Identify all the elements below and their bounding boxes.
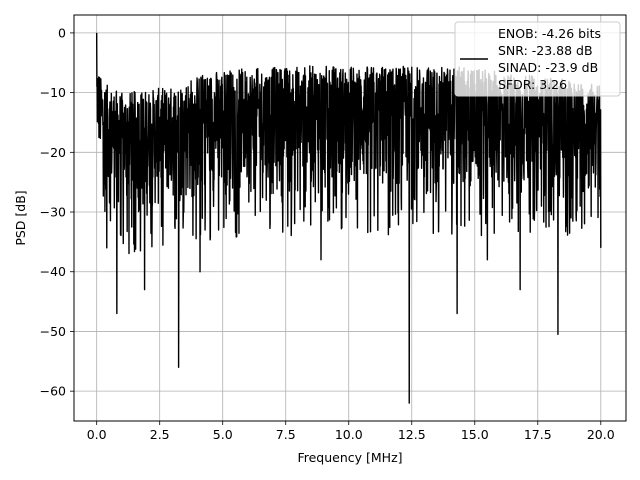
y-tick-label: −40 (40, 264, 66, 279)
plot-frame (73, 14, 627, 422)
x-axis-ticks: 0.0 2.5 5.0 7.5 10.0 12.5 15.0 17.5 20.0 (87, 421, 615, 442)
y-tick-label: −10 (40, 85, 66, 100)
legend-box (454, 21, 621, 97)
y-axis-ticks: 0 −10 −20 −30 −40 −50 −60 (40, 25, 74, 399)
legend-entry-snr: SNR: -23.88 dB (498, 43, 593, 58)
x-tick-label: 0.0 (87, 427, 107, 442)
y-tick-label: −50 (40, 324, 66, 339)
x-tick-label: 2.5 (150, 427, 170, 442)
x-tick-label: 12.5 (398, 427, 426, 442)
x-tick-label: 15.0 (461, 427, 489, 442)
y-tick-label: −30 (40, 205, 66, 220)
psd-series-line (95, 32, 602, 404)
legend-entry-enob: ENOB: -4.26 bits (498, 26, 601, 41)
x-tick-label: 10.0 (335, 427, 363, 442)
y-tick-label: −60 (40, 384, 66, 399)
y-tick-label: −20 (40, 145, 66, 160)
x-tick-label: 17.5 (524, 427, 552, 442)
x-tick-label: 20.0 (587, 427, 615, 442)
x-tick-label: 5.0 (213, 427, 233, 442)
legend-entry-sfdr: SFDR: 3.26 (498, 77, 567, 92)
x-axis-label: Frequency [MHz] (297, 450, 402, 465)
y-tick-label: 0 (58, 25, 66, 40)
legend-entry-sinad: SINAD: -23.9 dB (498, 60, 598, 75)
x-tick-label: 7.5 (276, 427, 296, 442)
legend: ENOB: -4.26 bits SNR: -23.88 dB SINAD: -… (454, 21, 621, 97)
y-axis-label: PSD [dB] (13, 190, 28, 245)
